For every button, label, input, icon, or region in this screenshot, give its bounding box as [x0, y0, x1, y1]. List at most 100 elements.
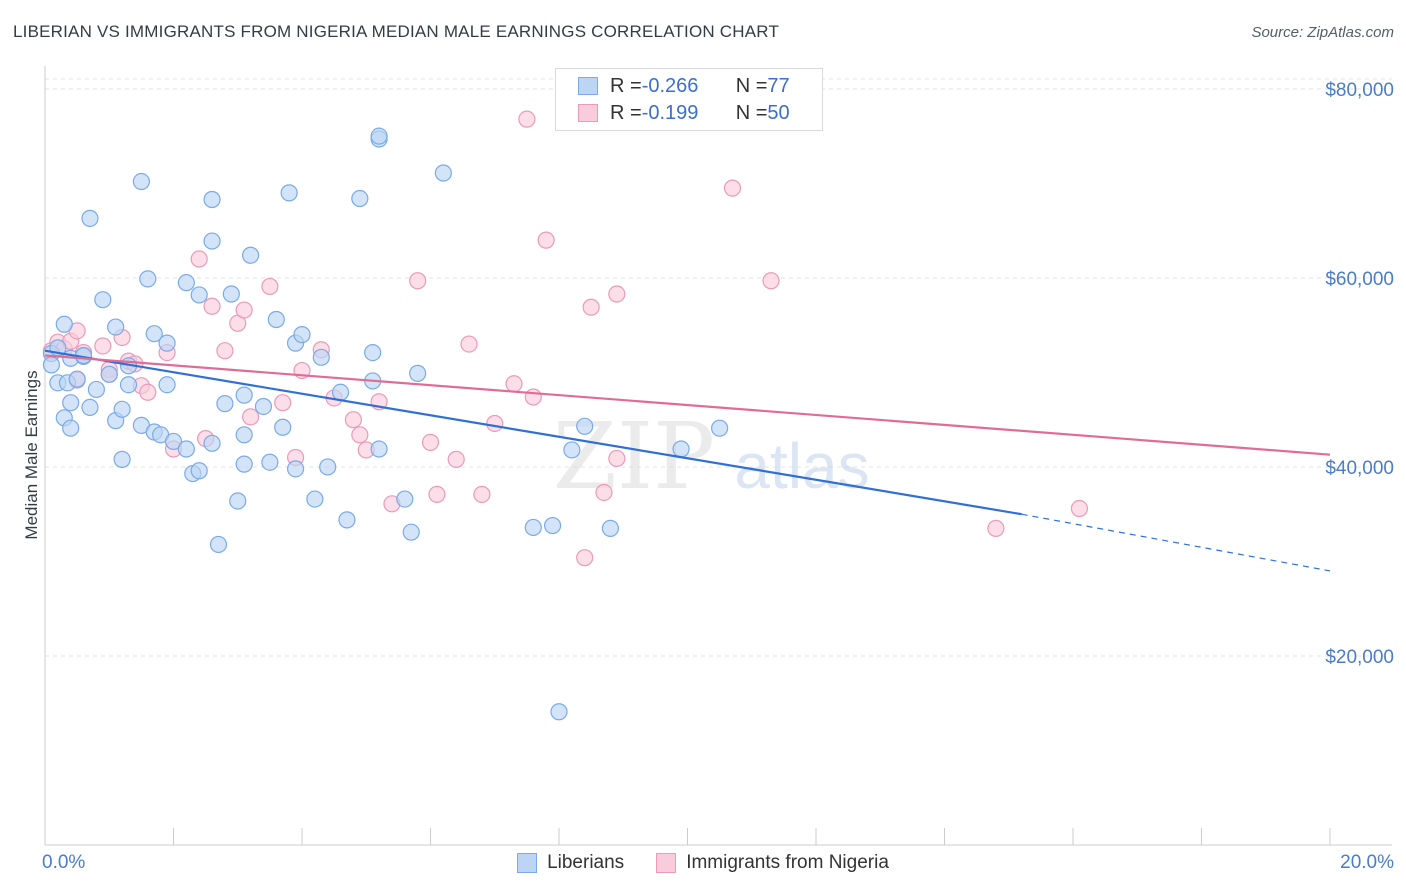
stats-box: R = -0.266 N = 77 R = -0.199 N = 50: [555, 68, 823, 131]
legend: Liberians Immigrants from Nigeria: [0, 852, 1406, 874]
liberians-point: [434, 164, 452, 182]
nigeria-point: [428, 485, 446, 503]
legend-label-liberians: Liberians: [547, 852, 625, 873]
x-tick-label-min: 0.0%: [42, 852, 86, 873]
liberians-point: [203, 434, 221, 452]
liberians-point: [261, 453, 279, 471]
r-label: R =: [610, 101, 642, 124]
liberians-point: [190, 462, 208, 480]
liberians-point: [550, 703, 568, 721]
chart-source: Source: ZipAtlas.com: [1251, 24, 1394, 41]
liberians-point: [364, 343, 382, 362]
legend-label-nigeria: Immigrants from Nigeria: [686, 852, 889, 873]
y-tick-label: $20,000: [1325, 646, 1394, 668]
nigeria-point: [190, 250, 208, 268]
liberians-point: [711, 419, 729, 437]
nigeria-point: [203, 297, 221, 315]
liberians-point: [158, 334, 176, 352]
liberians-point: [209, 535, 228, 554]
nigeria-point: [505, 375, 523, 393]
liberians-point: [177, 440, 195, 458]
nigeria-point: [1070, 499, 1089, 518]
nigeria-swatch: [578, 104, 598, 122]
legend-item-nigeria[interactable]: Immigrants from Nigeria: [656, 852, 889, 874]
stats-row-nigeria: R = -0.199 N = 50: [578, 100, 790, 126]
liberians-point: [190, 286, 208, 304]
nigeria-point: [94, 337, 112, 355]
watermark-atlas: atlas: [734, 430, 869, 502]
liberians-point: [280, 184, 298, 202]
nigeria-point: [447, 450, 465, 468]
nigeria-point: [537, 231, 555, 249]
nigeria-trend-line: [44, 354, 1331, 456]
n-label: N =: [735, 101, 768, 124]
liberians-point: [672, 440, 690, 458]
liberians-point: [132, 172, 150, 191]
liberians-point: [42, 356, 61, 374]
nigeria-point: [576, 549, 594, 567]
liberians-point: [177, 274, 195, 292]
legend-item-liberians[interactable]: Liberians: [517, 852, 624, 874]
nigeria-point: [518, 110, 536, 128]
chart-title: LIBERIAN VS IMMIGRANTS FROM NIGERIA MEDI…: [13, 22, 780, 41]
n-value: 50: [767, 101, 790, 124]
nigeria-point: [473, 485, 491, 503]
liberians-point: [107, 318, 125, 336]
liberians-point: [563, 441, 581, 459]
liberians-point: [100, 365, 118, 383]
liberians-point: [396, 490, 414, 508]
liberians-point: [409, 364, 427, 382]
y-tick-label: $60,000: [1325, 268, 1394, 290]
liberians-point: [306, 490, 324, 508]
nigeria-point: [486, 414, 504, 433]
nigeria-point: [351, 426, 369, 444]
legend-swatch-liberians: [517, 853, 538, 873]
liberians-point: [94, 291, 112, 309]
nigeria-point: [582, 298, 600, 316]
liberians-point: [113, 400, 131, 418]
nigeria-point: [421, 433, 440, 451]
liberians-point: [119, 376, 138, 394]
liberians-point: [235, 455, 253, 473]
nigeria-point: [987, 519, 1005, 537]
nigeria-point: [723, 179, 742, 197]
liberians-point: [87, 380, 106, 399]
nigeria-point: [261, 277, 279, 296]
liberians-point: [164, 432, 183, 451]
liberians-point: [331, 383, 350, 401]
nigeria-point: [242, 408, 260, 426]
liberians-point: [62, 419, 80, 437]
liberians-point: [81, 398, 99, 417]
liberians-point: [601, 519, 620, 537]
liberians-point: [222, 285, 240, 303]
y-axis-label: Median Male Earnings: [22, 370, 41, 540]
nigeria-point: [344, 411, 362, 429]
liberians-point: [370, 127, 388, 145]
liberians-point: [145, 325, 163, 343]
liberians-trend-line: [44, 349, 1022, 516]
n-value: 77: [767, 74, 790, 97]
liberians-point: [113, 450, 131, 468]
nigeria-point: [608, 449, 626, 468]
r-value: -0.199: [641, 101, 699, 124]
r-value: -0.266: [641, 74, 699, 97]
nigeria-point: [762, 272, 780, 290]
liberians-point: [235, 426, 253, 444]
liberians-point: [319, 458, 337, 476]
liberians-point: [68, 370, 86, 388]
liberians-point: [576, 417, 594, 435]
liberians-point: [139, 270, 157, 288]
liberians-point: [351, 189, 369, 208]
n-label: N =: [735, 74, 768, 97]
liberians-point: [55, 315, 73, 333]
liberians-point: [216, 395, 234, 413]
nigeria-point: [216, 342, 234, 360]
liberians-point: [62, 394, 80, 412]
nigeria-point: [274, 394, 292, 412]
liberians-point: [543, 516, 562, 535]
nigeria-point: [409, 272, 427, 290]
liberians-point: [267, 310, 285, 329]
stats-row-liberians: R = -0.266 N = 77: [578, 73, 790, 99]
legend-swatch-nigeria: [656, 853, 677, 873]
liberians-point: [274, 418, 292, 436]
